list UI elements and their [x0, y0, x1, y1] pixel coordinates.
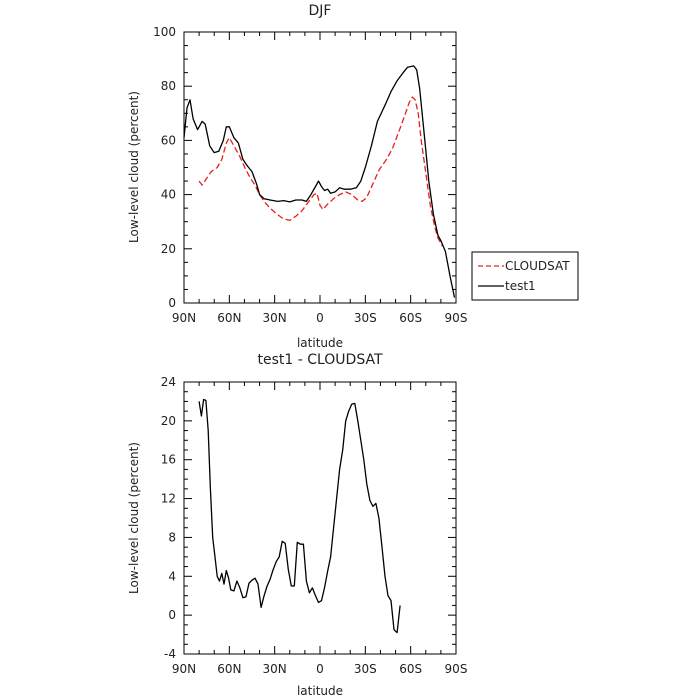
bottom-x-tick-label: 90N — [172, 662, 196, 676]
bottom-y-tick-label: 12 — [161, 492, 176, 506]
top-y-tick-label: 0 — [168, 296, 176, 310]
top-panel: DJF 0 20 40 60 80 100 90N 60N 30N 0 30S 60S 90S lat… — [127, 3, 579, 350]
bottom-x-tick-label: 30S — [354, 662, 377, 676]
top-x-tick-label: 60N — [217, 311, 241, 325]
legend-label-test1: test1 — [505, 279, 536, 293]
top-axis-ticks — [183, 31, 457, 304]
legend: CLOUDSAT test1 — [471, 251, 579, 301]
top-x-axis-label: latitude — [297, 336, 343, 350]
bottom-y-tick-labels: -4 0 4 8 12 16 20 24 — [161, 375, 176, 661]
bottom-y-tick-label: -4 — [164, 647, 176, 661]
top-y-tick-label: 60 — [161, 133, 176, 147]
bottom-panel: test1 - CLOUDSAT -4 0 4 8 12 16 20 24 90N 60N 30N… — [127, 352, 467, 698]
bottom-x-axis-label: latitude — [297, 684, 343, 698]
top-x-tick-label: 90S — [445, 311, 468, 325]
top-x-tick-label: 30S — [354, 311, 377, 325]
top-x-tick-label: 60S — [399, 311, 422, 325]
bottom-axis-ticks — [183, 381, 457, 655]
bottom-y-tick-label: 0 — [168, 608, 176, 622]
bottom-x-tick-label: 60N — [217, 662, 241, 676]
top-y-tick-label: 100 — [153, 25, 176, 39]
bottom-y-tick-label: 20 — [161, 414, 176, 428]
top-x-tick-label: 30N — [263, 311, 287, 325]
top-x-tick-labels: 90N 60N 30N 0 30S 60S 90S — [172, 311, 468, 325]
bottom-y-tick-label: 4 — [168, 569, 176, 583]
top-y-tick-labels: 0 20 40 60 80 100 — [153, 25, 176, 310]
bottom-x-tick-label: 60S — [399, 662, 422, 676]
top-series-lines — [183, 65, 456, 298]
bottom-y-axis-label: Low-level cloud (percent) — [127, 442, 141, 594]
bottom-panel-title: test1 - CLOUDSAT — [257, 352, 383, 368]
bottom-y-tick-label: 8 — [168, 530, 176, 544]
bottom-y-tick-label: 24 — [161, 375, 176, 389]
legend-box — [471, 251, 579, 301]
bottom-series-line-series-0 — [198, 398, 401, 634]
bottom-y-tick-label: 16 — [161, 453, 176, 467]
bottom-series-lines — [198, 398, 401, 634]
bottom-x-tick-label: 90S — [445, 662, 468, 676]
bottom-plot-frame — [183, 381, 457, 655]
top-x-tick-label: 90N — [172, 311, 196, 325]
top-x-tick-label: 0 — [316, 311, 324, 325]
top-series-line-test1 — [183, 65, 456, 298]
bottom-x-tick-label: 0 — [316, 662, 324, 676]
top-y-tick-label: 20 — [161, 242, 176, 256]
bottom-x-tick-labels: 90N 60N 30N 0 30S 60S 90S — [172, 662, 468, 676]
bottom-x-tick-label: 30N — [263, 662, 287, 676]
top-y-axis-label: Low-level cloud (percent) — [127, 91, 141, 243]
legend-label-cloudsat: CLOUDSAT — [505, 259, 570, 273]
top-panel-title: DJF — [309, 3, 332, 19]
top-series-line-cloudsat — [198, 96, 443, 247]
top-y-tick-label: 40 — [161, 188, 176, 202]
top-y-tick-label: 80 — [161, 79, 176, 93]
top-plot-frame — [183, 31, 457, 304]
